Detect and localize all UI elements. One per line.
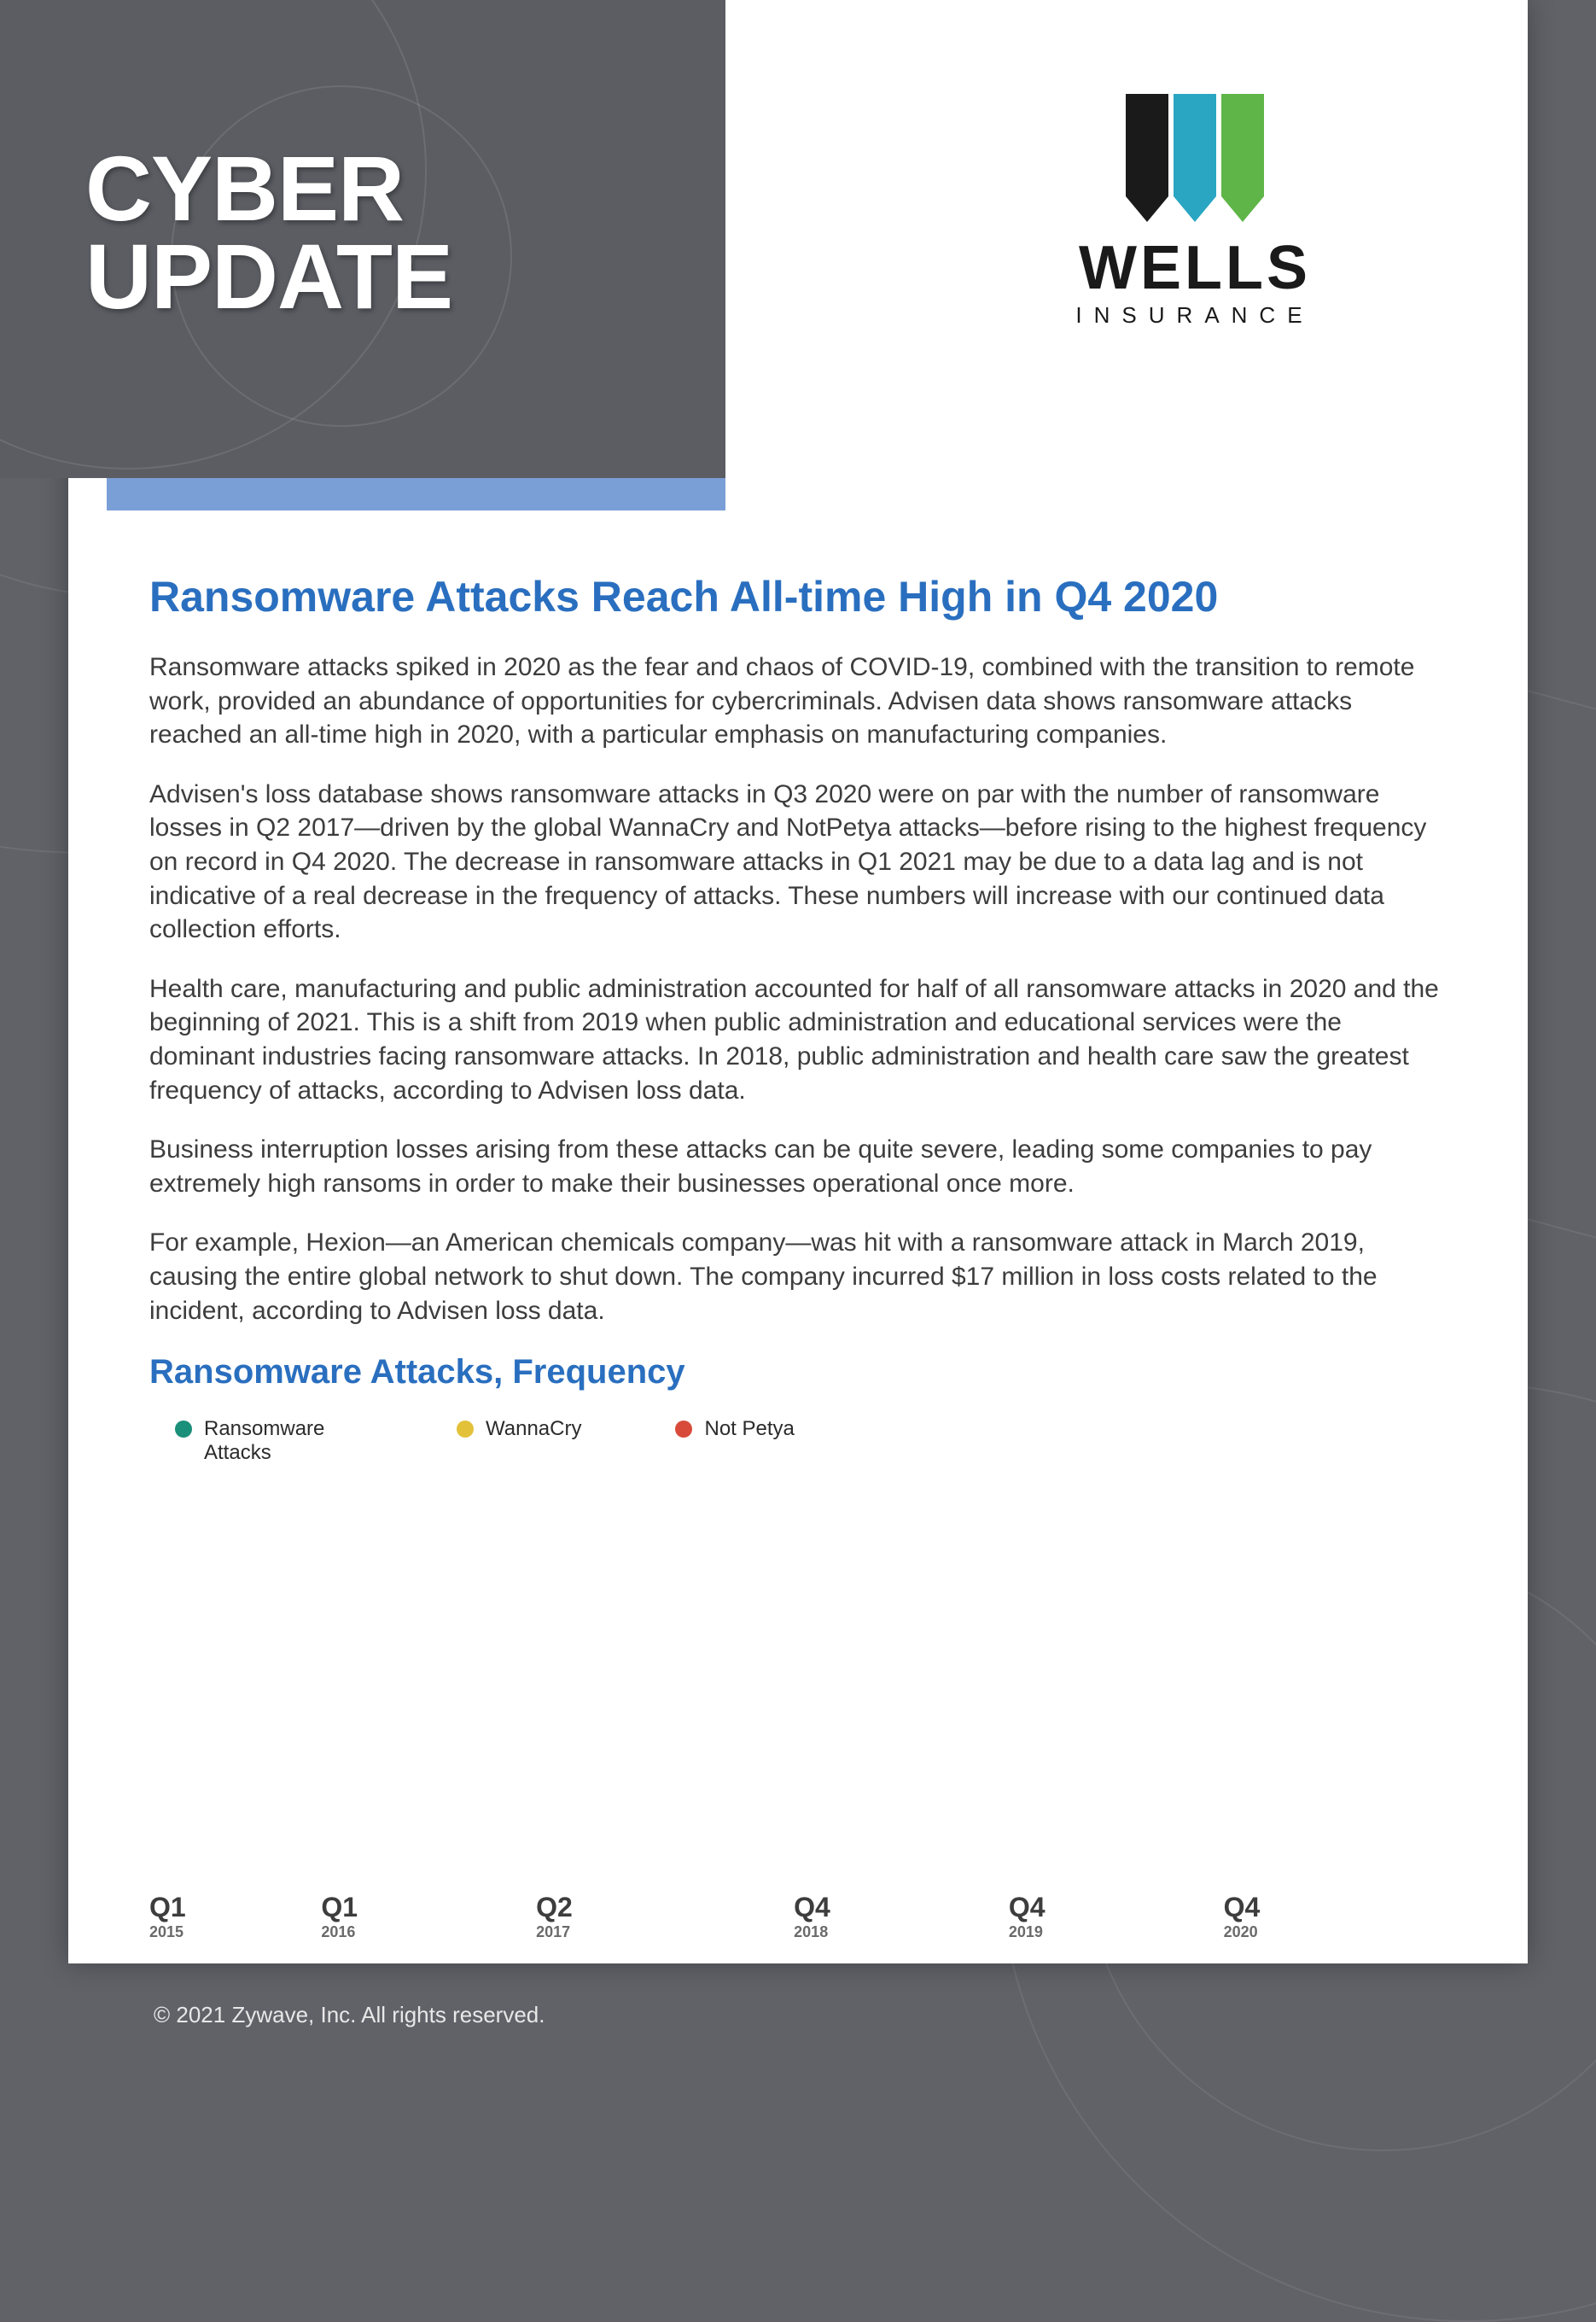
article-paragraph: Health care, manufacturing and public ad… — [149, 972, 1447, 1107]
logo-stripe — [1174, 94, 1216, 222]
legend-label: Not Petya — [704, 1417, 794, 1441]
axis-year: 2020 — [1224, 1923, 1395, 1941]
legend-swatch — [175, 1421, 192, 1438]
axis-year: 2017 — [536, 1923, 794, 1941]
logo-stripe — [1126, 94, 1168, 222]
bar-chart: Q12015Q12016Q22017Q42018Q42019Q42020 — [149, 1482, 1447, 1960]
logo-mark — [1016, 94, 1374, 222]
legend-swatch — [675, 1421, 692, 1438]
axis-quarter: Q2 — [536, 1892, 794, 1923]
article-paragraph: Ransomware attacks spiked in 2020 as the… — [149, 651, 1447, 752]
article-paragraph: Business interruption losses arising fro… — [149, 1133, 1447, 1200]
legend-item: Not Petya — [675, 1417, 794, 1465]
legend-label: Ransomware Attacks — [204, 1417, 363, 1465]
axis-year: 2015 — [149, 1923, 321, 1941]
company-logo: WELLS INSURANCE — [1016, 94, 1374, 329]
axis-label: Q22017 — [536, 1892, 794, 1960]
axis-label: Q12015 — [149, 1892, 321, 1960]
legend-item: Ransomware Attacks — [175, 1417, 363, 1465]
logo-stripe — [1221, 94, 1264, 222]
axis-label: Q12016 — [321, 1892, 536, 1960]
legend-item: WannaCry — [457, 1417, 581, 1465]
axis-label: Q42018 — [794, 1892, 1009, 1960]
article-paragraph: Advisen's loss database shows ransomware… — [149, 778, 1447, 947]
axis-quarter: Q1 — [149, 1892, 321, 1923]
logo-subtitle: INSURANCE — [1016, 302, 1374, 329]
legend-swatch — [457, 1421, 474, 1438]
document-page: CYBER UPDATE WELLS INSURANCE Ransomware … — [68, 0, 1528, 1963]
header-banner: CYBER UPDATE — [0, 0, 725, 478]
chart-legend: Ransomware Attacks WannaCry Not Petya — [175, 1417, 1447, 1465]
article-content: Ransomware Attacks Reach All-time High i… — [149, 572, 1447, 1960]
title-line: CYBER — [85, 145, 452, 233]
document-title: CYBER UPDATE — [85, 145, 452, 320]
axis-label: Q42020 — [1224, 1892, 1395, 1960]
accent-bar — [107, 478, 725, 510]
logo-name: WELLS — [1016, 237, 1374, 299]
axis-quarter: Q4 — [794, 1892, 1009, 1923]
axis-quarter: Q1 — [321, 1892, 536, 1923]
axis-year: 2016 — [321, 1923, 536, 1941]
axis-quarter: Q4 — [1224, 1892, 1395, 1923]
article-paragraph: For example, Hexion—an American chemical… — [149, 1226, 1447, 1327]
chart-title: Ransomware Attacks, Frequency — [149, 1353, 1447, 1391]
article-heading: Ransomware Attacks Reach All-time High i… — [149, 572, 1447, 621]
axis-label: Q42019 — [1009, 1892, 1224, 1960]
axis-quarter: Q4 — [1009, 1892, 1224, 1923]
axis-year: 2019 — [1009, 1923, 1224, 1941]
legend-label: WannaCry — [486, 1417, 581, 1441]
copyright-footer: © 2021 Zywave, Inc. All rights reserved. — [154, 2002, 545, 2028]
title-line: UPDATE — [85, 233, 452, 321]
axis-year: 2018 — [794, 1923, 1009, 1941]
